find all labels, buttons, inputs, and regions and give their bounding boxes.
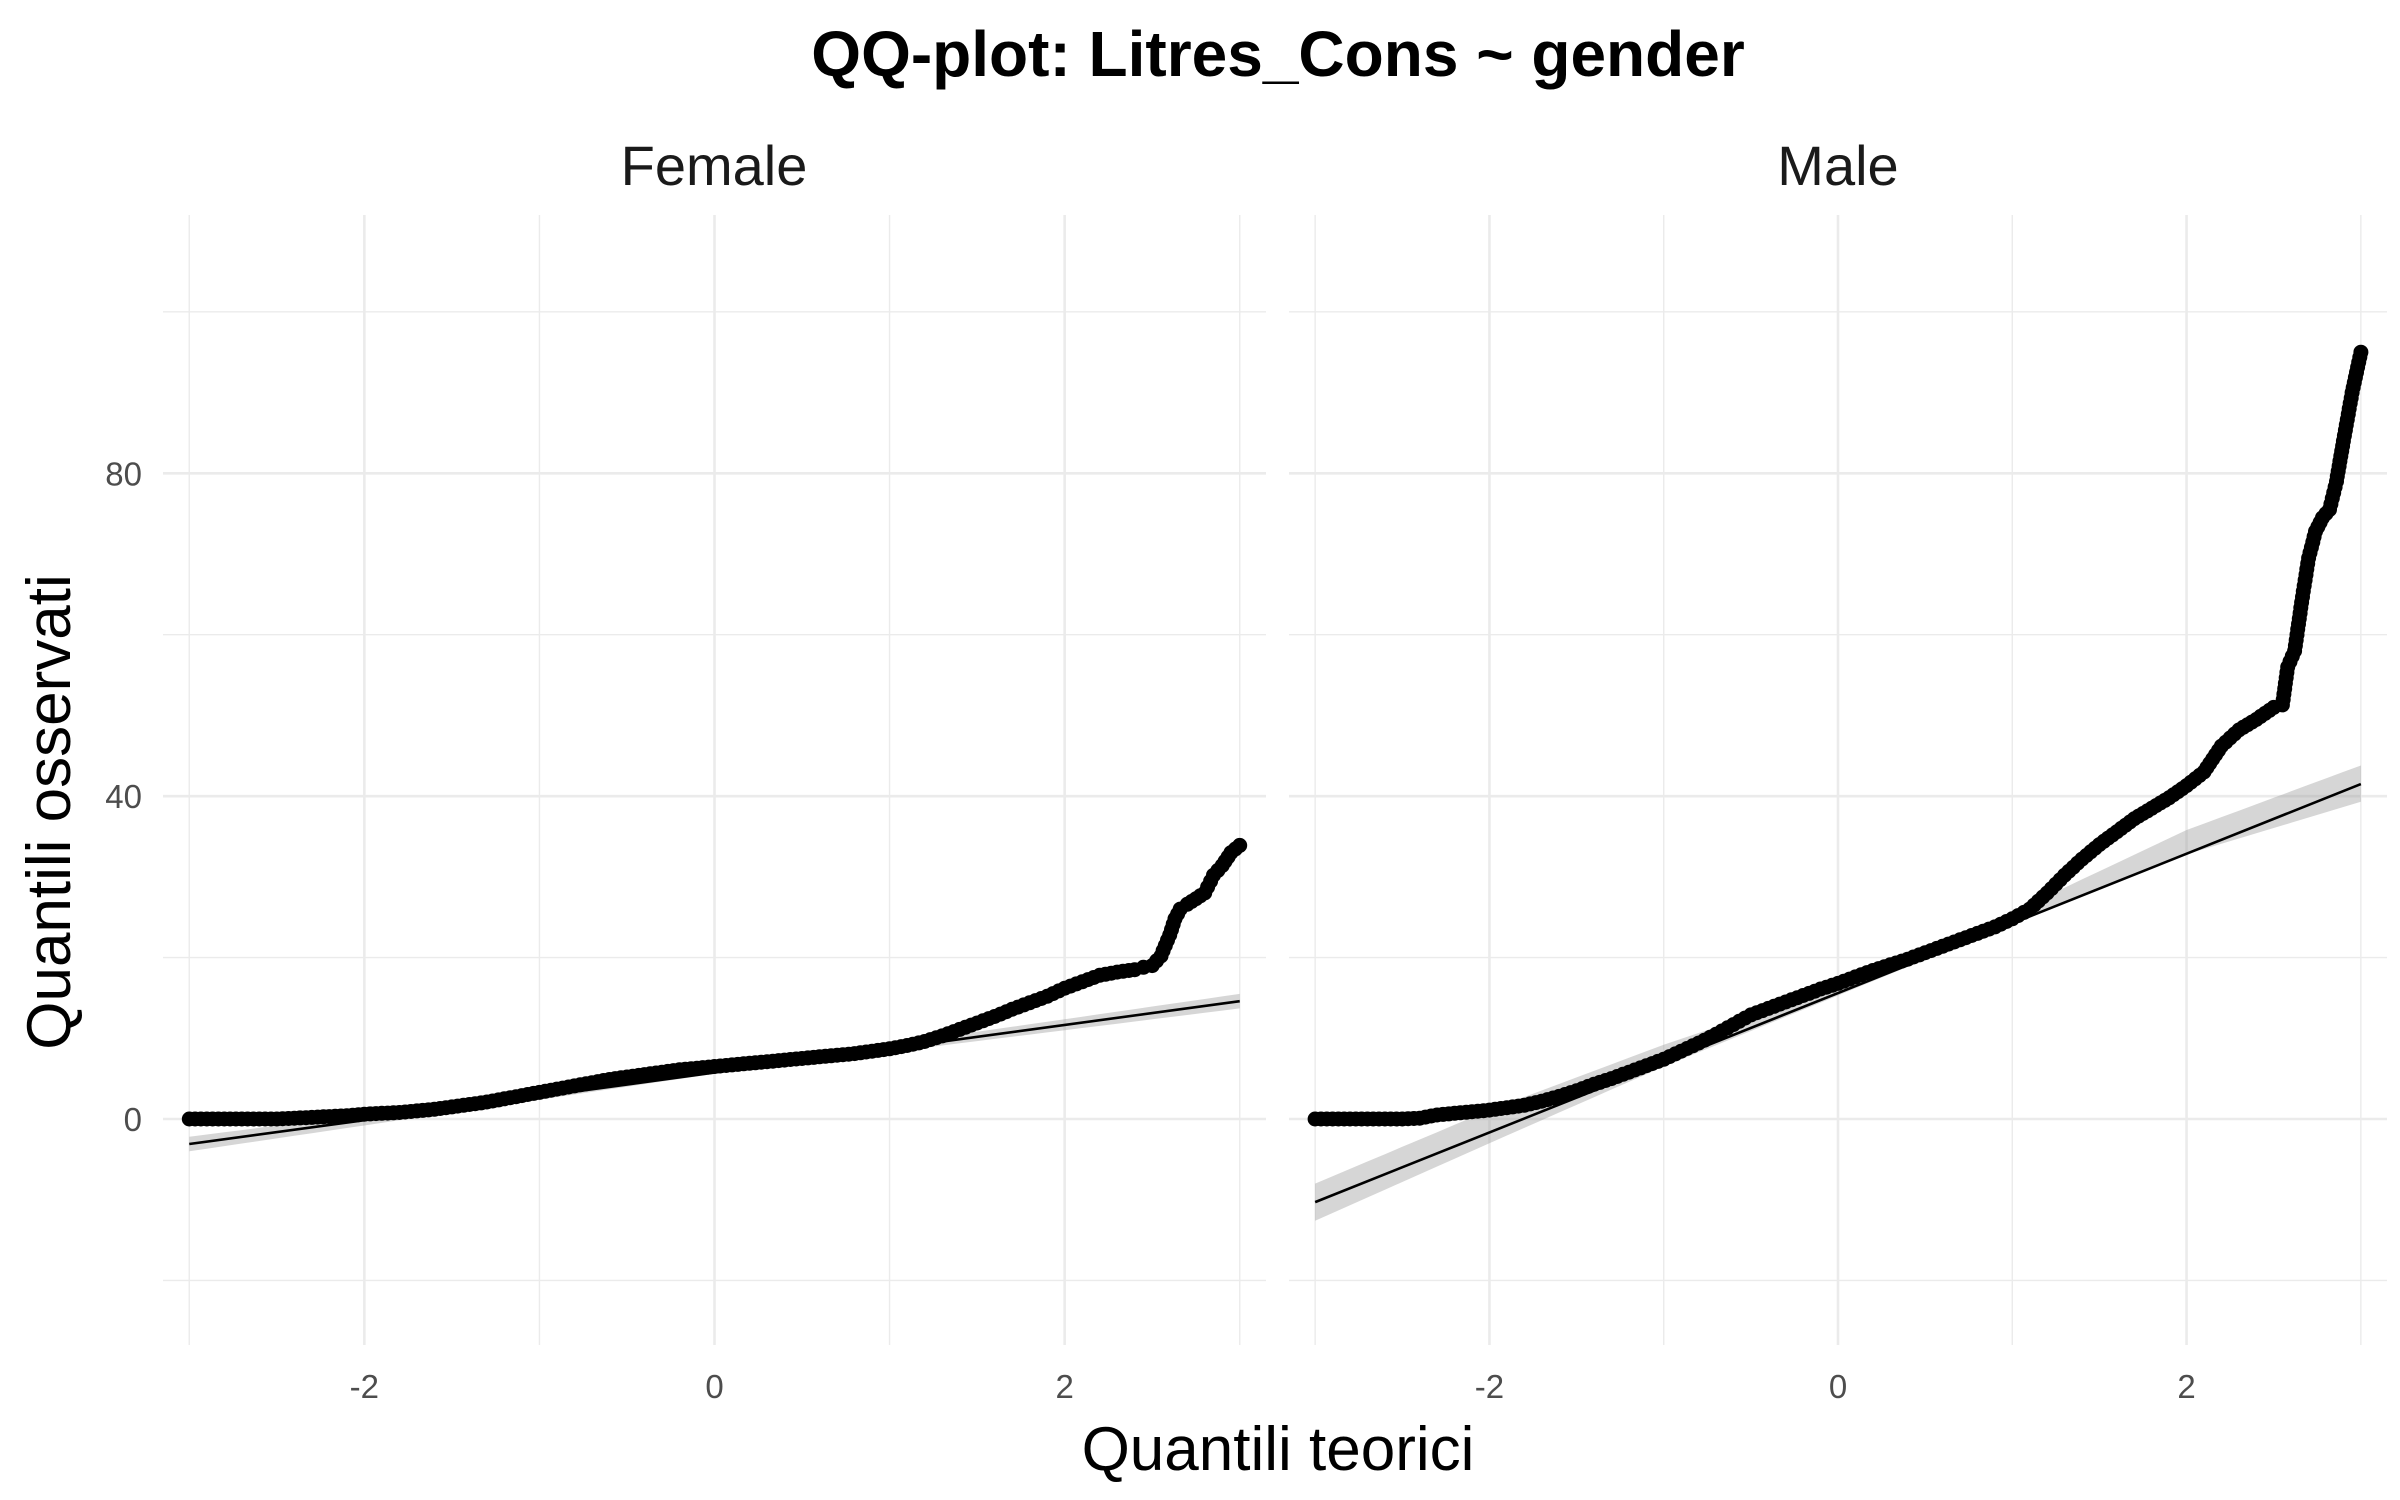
x-tick-label: 0	[1829, 1368, 1847, 1405]
y-tick-label: 80	[105, 455, 142, 492]
sample-points	[181, 837, 1248, 1127]
reference-line	[1314, 782, 2362, 1204]
sample-points	[1307, 344, 2369, 1127]
x-tick-label: 2	[1055, 1368, 1073, 1405]
x-axis-title: Quantili teorici	[1082, 1415, 1475, 1484]
data-point	[2353, 344, 2369, 360]
x-tick-label: 0	[705, 1368, 723, 1405]
panel-female	[163, 215, 1266, 1345]
y-axis-title: Quantili osservati	[15, 574, 84, 1050]
panel-male	[1289, 215, 2387, 1345]
facet-label-male: Male	[1777, 134, 1898, 197]
x-tick-label: -2	[1475, 1368, 1504, 1405]
y-tick-label: 0	[124, 1101, 142, 1138]
data-point	[1232, 837, 1248, 853]
chart-title: QQ-plot: Litres_Cons ~ gender	[811, 18, 1744, 90]
y-tick-label: 40	[105, 778, 142, 815]
y-axis-ticks: 0 40 80	[105, 455, 142, 1138]
facet-label-female: Female	[621, 134, 808, 197]
x-tick-label: -2	[350, 1368, 379, 1405]
x-tick-label: 2	[2177, 1368, 2195, 1405]
x-axis-ticks: -2 0 2 -2 0 2	[350, 1368, 2196, 1405]
